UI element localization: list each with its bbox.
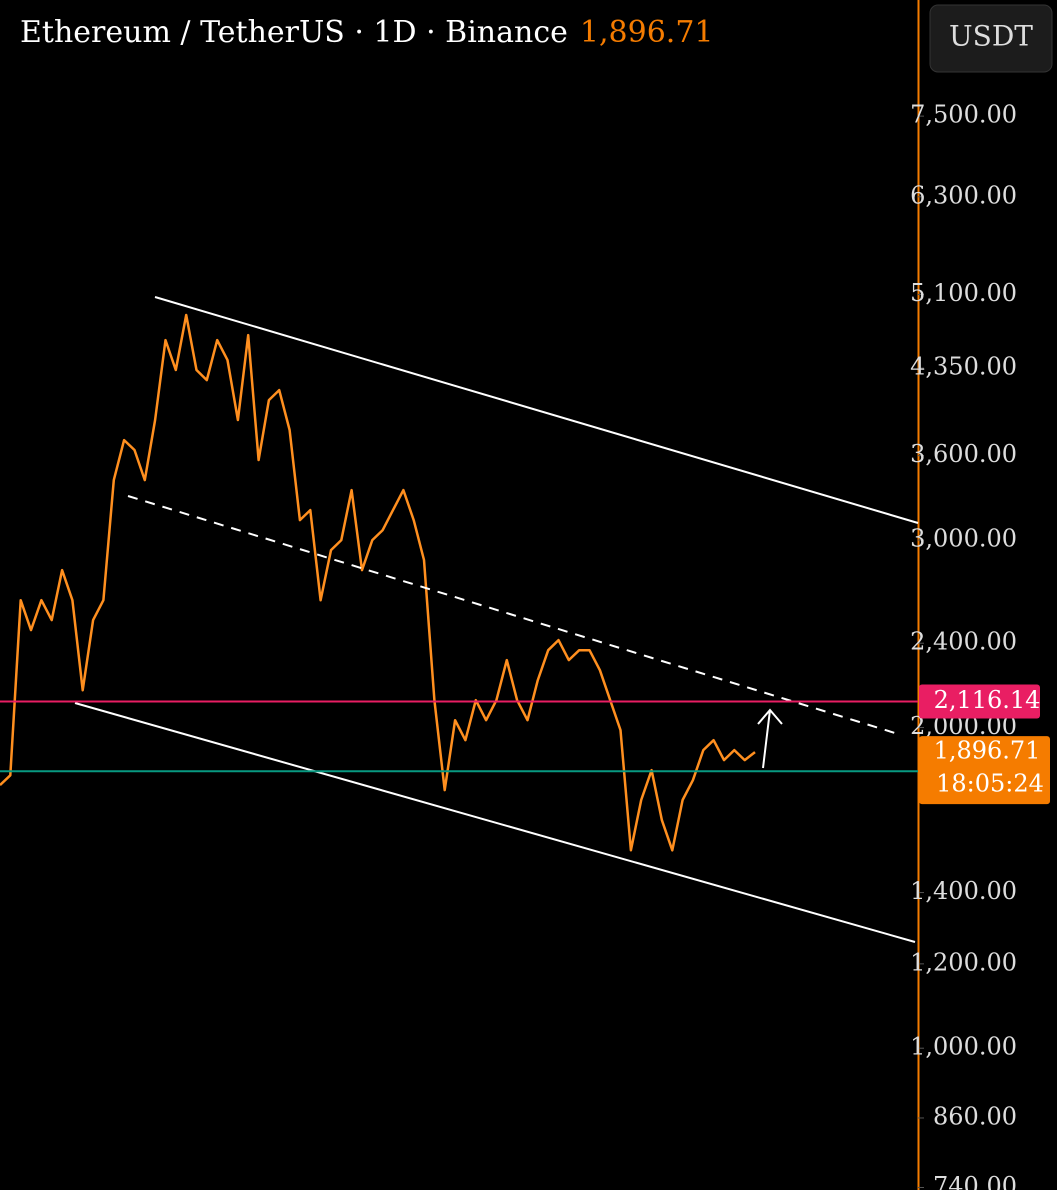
y-tick-label: 860.00 xyxy=(933,1102,1017,1130)
arrow xyxy=(757,708,783,769)
header-price: 1,896.71 xyxy=(580,15,714,50)
price-line xyxy=(0,313,756,852)
channel-lower xyxy=(74,702,916,943)
channel-upper xyxy=(154,296,919,524)
y-tick-label: 5,100.00 xyxy=(910,279,1017,307)
y-tick-label: 1,400.00 xyxy=(910,877,1017,905)
chart-title: Ethereum / TetherUS · 1D · Binance xyxy=(20,15,568,50)
y-tick-label: 4,350.00 xyxy=(910,353,1017,381)
y-tick-label: 7,500.00 xyxy=(910,101,1017,129)
countdown: 18:05:24 xyxy=(936,770,1044,798)
last-price-badge xyxy=(919,736,1050,805)
currency-button[interactable] xyxy=(929,4,1053,73)
y-tick-label: 6,300.00 xyxy=(910,181,1017,209)
y-tick-label: 740.00 xyxy=(933,1172,1017,1190)
last-price-label: 1,896.71 xyxy=(934,737,1041,765)
channel-mid xyxy=(127,495,896,734)
y-tick-label: 1,200.00 xyxy=(910,948,1017,976)
y-tick-label: 3,600.00 xyxy=(910,440,1017,468)
currency-label[interactable]: USDT xyxy=(949,20,1033,53)
y-tick-label: 2,400.00 xyxy=(910,628,1017,656)
y-tick-label: 3,000.00 xyxy=(910,524,1017,552)
y-tick-label: 1,000.00 xyxy=(910,1033,1017,1061)
price-badge xyxy=(919,684,1040,719)
drawings xyxy=(74,296,919,943)
price-badge-label: 2,116.14 xyxy=(934,686,1041,714)
